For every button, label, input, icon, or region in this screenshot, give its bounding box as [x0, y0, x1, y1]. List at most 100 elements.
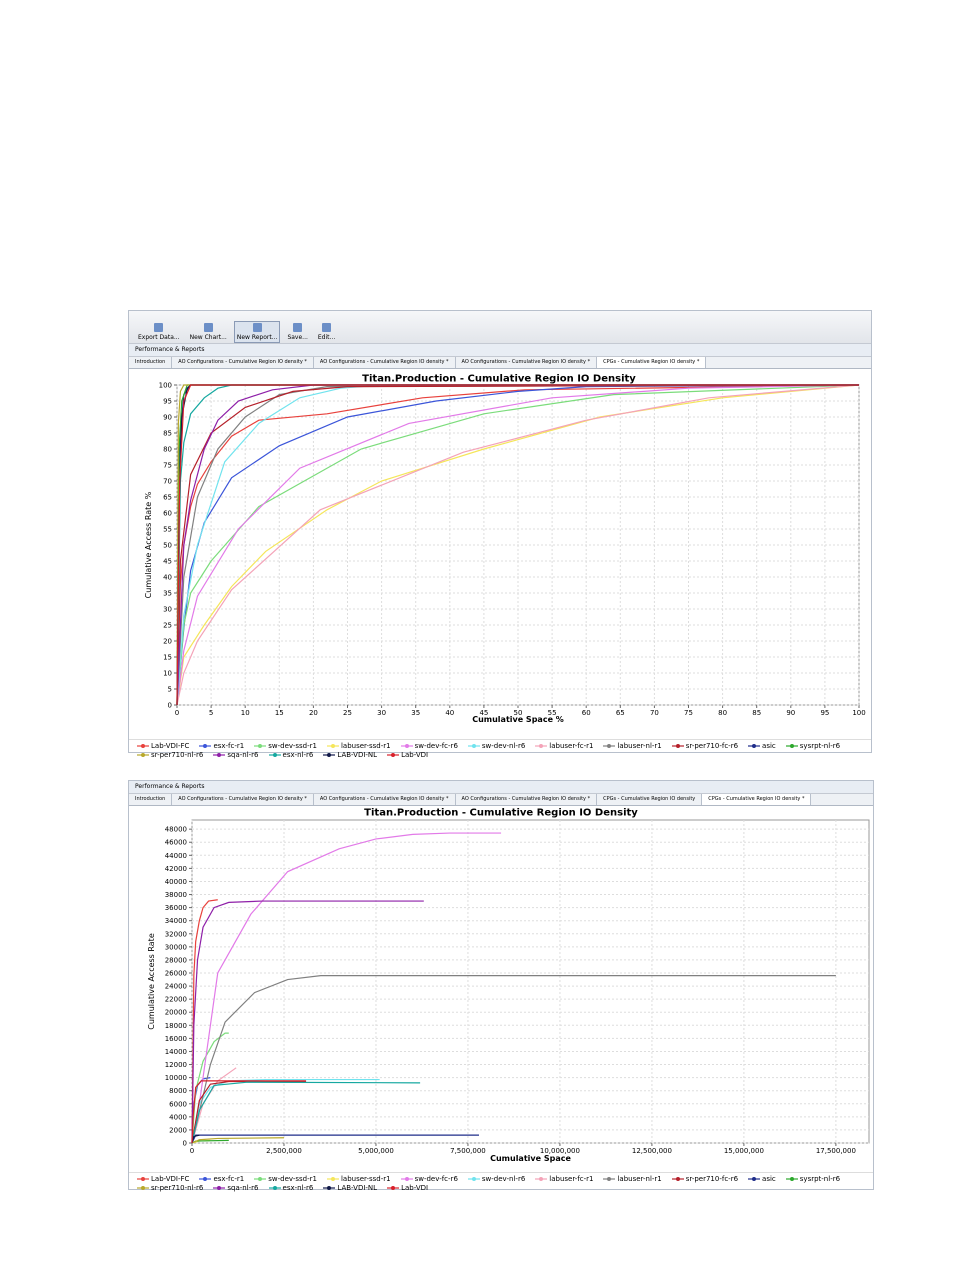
legend-label: sw-dev-ssd-r1: [268, 742, 317, 750]
y-tick-label: 28000: [165, 956, 187, 964]
legend-label: sw-dev-fc-r6: [414, 742, 458, 750]
legend-item: asic: [748, 742, 776, 750]
series-line: [191, 975, 836, 1144]
legend-label: sqa-nl-r6: [227, 1184, 259, 1192]
legend-swatch: [213, 1186, 226, 1190]
y-tick-label: 95: [163, 398, 172, 406]
legend-item: esx-nl-r6: [268, 1184, 313, 1192]
legend-swatch: [137, 1186, 149, 1190]
legend-swatch: [254, 744, 267, 748]
legend-item: esx-nl-r6: [268, 751, 313, 759]
toolbar-button[interactable]: Export Data...: [135, 321, 183, 343]
tab[interactable]: AO Configurations - Cumulative Region IO…: [314, 794, 456, 805]
legend-swatch: [785, 1177, 798, 1181]
x-tick-label: 95: [820, 709, 829, 717]
legend-swatch: [213, 753, 226, 757]
y-tick-label: 40: [163, 574, 172, 582]
toolbar-button[interactable]: Edit...: [315, 321, 338, 343]
legend-label: LAB-VDI-NL: [337, 751, 378, 759]
tab[interactable]: AO Configurations - Cumulative Region IO…: [456, 357, 598, 368]
legend-swatch: [748, 744, 761, 748]
legend-swatch: [748, 1177, 761, 1181]
x-tick-label: 20: [309, 709, 318, 717]
legend-label: labuser-nl-r1: [617, 742, 662, 750]
toolbar-button[interactable]: Save...: [284, 321, 310, 343]
legend-item: sr-per710-fc-r6: [671, 742, 738, 750]
swatch-marker: [752, 1177, 757, 1181]
legend-label: esx-fc-r1: [213, 1175, 245, 1183]
series-line: [176, 384, 860, 706]
toolbar-button[interactable]: New Chart...: [187, 321, 230, 343]
tab[interactable]: CPGs - Cumulative Region IO density: [597, 794, 703, 805]
legend-item: sr-per710-nl-r6: [137, 751, 203, 759]
y-tick-label: 25: [163, 622, 172, 630]
swatch-marker: [789, 744, 794, 748]
legend-label: sysrpt-nl-r6: [799, 1175, 841, 1183]
chart: Titan.Production - Cumulative Region IO …: [144, 373, 866, 724]
legend-item: Lab-VDI: [387, 1184, 428, 1192]
series-line: [191, 1080, 307, 1144]
legend-label: sr-per710-nl-r6: [151, 751, 204, 759]
x-tick-label: 55: [548, 709, 557, 717]
x-axis-label: Cumulative Space: [490, 1154, 571, 1163]
tab[interactable]: Introduction: [129, 357, 173, 368]
tab[interactable]: Introduction: [129, 794, 173, 805]
y-tick-label: 10: [163, 670, 172, 678]
x-tick-label: 10,000,000: [540, 1147, 580, 1155]
x-tick-label: 35: [411, 709, 420, 717]
y-tick-label: 30: [163, 606, 172, 614]
button-icon: [252, 323, 262, 332]
legend-label: labuser-fc-r1: [549, 1175, 594, 1183]
legend-label: sw-dev-ssd-r1: [268, 1175, 317, 1183]
y-tick-label: 55: [163, 526, 172, 534]
tab[interactable]: AO Configurations - Cumulative Region IO…: [314, 357, 456, 368]
button-icon: [154, 323, 164, 332]
legend-swatch: [268, 1186, 281, 1190]
button-label: Export Data...: [138, 334, 180, 341]
x-tick-label: 100: [852, 709, 865, 717]
series-line: [191, 1137, 284, 1144]
legend-item: Lab-VDI-FC: [137, 1175, 189, 1183]
panel-title: Performance & Reports: [129, 344, 871, 357]
legend-item: LAB-VDI-NL: [323, 1184, 377, 1192]
legend-item: labuser-nl-r1: [603, 1175, 662, 1183]
tab[interactable]: AO Configurations - Cumulative Region IO…: [172, 357, 314, 368]
x-tick-label: 10: [241, 709, 250, 717]
legend-label: sr-per710-fc-r6: [685, 1175, 739, 1183]
y-tick-label: 0: [168, 702, 172, 710]
legend-item: sysrpt-nl-r6: [785, 742, 840, 750]
legend-item: sw-dev-ssd-r1: [254, 742, 317, 750]
chart: Titan.Production - Cumulative Region IO …: [147, 807, 870, 1163]
legend-swatch: [603, 744, 616, 748]
swatch-marker: [471, 1177, 476, 1181]
tab[interactable]: CPGs - Cumulative Region IO density *: [597, 357, 707, 368]
swatch-marker: [141, 753, 145, 757]
series-line: [191, 899, 218, 1144]
plot-area: [191, 819, 870, 1144]
y-tick-label: 80: [163, 446, 172, 454]
x-tick-label: 0: [190, 1147, 194, 1155]
legend-swatch: [603, 1177, 616, 1181]
toolbar-button[interactable]: New Report...: [233, 321, 281, 343]
legend: Lab-VDI-FC esx-fc-r1 sw-dev-ssd-r1 labuser-…: [129, 1172, 873, 1194]
y-tick-label: 75: [163, 462, 172, 470]
x-tick-label: 17,500,000: [816, 1147, 856, 1155]
x-tick-label: 75: [684, 709, 693, 717]
legend-swatch: [387, 753, 400, 757]
legend-label: sw-dev-nl-r6: [481, 742, 526, 750]
legend-swatch: [199, 744, 212, 748]
x-tick-label: 5: [209, 709, 213, 717]
x-tick-label: 15: [275, 709, 284, 717]
tab[interactable]: AO Configurations - Cumulative Region IO…: [172, 794, 314, 805]
y-tick-label: 20: [163, 638, 172, 646]
x-tick-label: 40: [445, 709, 454, 717]
tab[interactable]: AO Configurations - Cumulative Region IO…: [456, 794, 598, 805]
legend-label: asic: [762, 742, 776, 750]
swatch-marker: [330, 1177, 335, 1181]
button-label: Edit...: [317, 334, 336, 341]
tab[interactable]: CPGs - Cumulative Region IO density *: [702, 794, 812, 805]
legend-item: labuser-nl-r1: [603, 742, 662, 750]
y-tick-label: 32000: [165, 930, 187, 938]
y-tick-label: 2000: [169, 1126, 187, 1134]
